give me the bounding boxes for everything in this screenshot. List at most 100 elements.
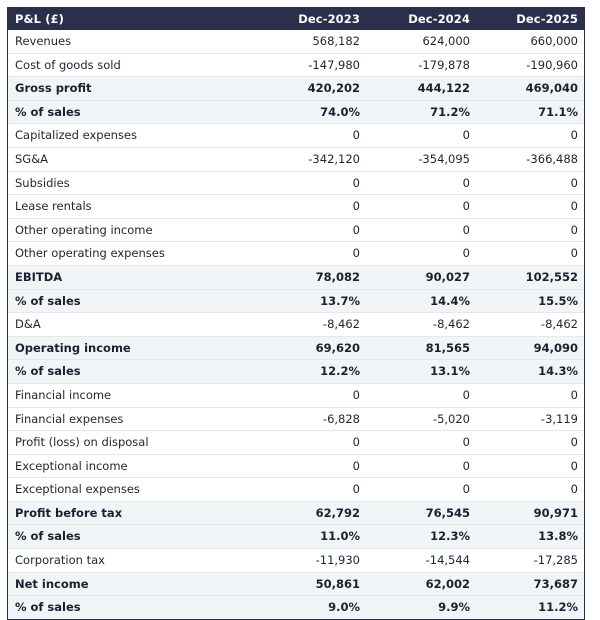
cell-y2025: -366,488 xyxy=(476,147,584,172)
cell-y2024: -8,462 xyxy=(366,312,476,337)
table-row: Cost of goods sold -147,980 -179,878 -190,9… xyxy=(8,53,584,78)
table-row: Other operating income 0 0 0 xyxy=(8,218,584,243)
table-row: Exceptional income 0 0 0 xyxy=(8,454,584,479)
cell-y2024: 81,565 xyxy=(366,336,476,361)
cell-y2024: 0 xyxy=(366,218,476,243)
cell-y2025: 90,971 xyxy=(476,501,584,526)
column-header-dec-2025: Dec-2025 xyxy=(476,8,584,30)
table-row: SG&A -342,120 -354,095 -366,488 xyxy=(8,147,584,172)
cell-y2024: 9.9% xyxy=(438,600,470,615)
cell-y2024: 90,027 xyxy=(366,265,476,290)
cell-y2023: 568,182 xyxy=(254,30,366,54)
row-label: Subsidies xyxy=(8,171,254,196)
cell-y2025: 469,040 xyxy=(476,76,584,101)
row-label: EBITDA xyxy=(8,265,254,290)
table-header-row: P&L (£) Dec-2023 Dec-2024 Dec-2025 xyxy=(8,8,584,30)
table-row: Other operating expenses 0 0 0 xyxy=(8,241,584,266)
row-label: % of sales xyxy=(8,524,254,550)
cell-y2024: 0 xyxy=(366,454,476,479)
column-header-dec-2024: Dec-2024 xyxy=(366,8,476,30)
column-header-dec-2023: Dec-2023 xyxy=(254,8,366,30)
table-body: Revenues 568,182 624,000 660,000 Cost of goo… xyxy=(8,30,584,619)
cell-y2023: 11.0% xyxy=(254,524,366,550)
profit-and-loss-table: P&L (£) Dec-2023 Dec-2024 Dec-2025 Reven… xyxy=(8,8,584,619)
row-label: Financial income xyxy=(8,383,254,408)
table-row: D&A -8,462 -8,462 -8,462 xyxy=(8,312,584,337)
table-row: % of sales 12.2% 13.1% 14.3% xyxy=(8,359,584,384)
cell-y2024: 0 xyxy=(366,123,476,148)
table-row: Financial expenses -6,828 -5,020 -3,119 xyxy=(8,407,584,432)
cell-y2025: 73,687 xyxy=(476,572,584,597)
cell-y2023: 0 xyxy=(254,194,366,219)
cell-y2025: -3,119 xyxy=(476,407,584,432)
cell-y2024: 0 xyxy=(366,241,476,266)
cell-y2023: 0 xyxy=(254,123,366,148)
row-label: Profit (loss) on disposal xyxy=(8,430,254,455)
cell-y2023: 0 xyxy=(254,171,366,196)
table-header: P&L (£) Dec-2023 Dec-2024 Dec-2025 xyxy=(8,8,584,30)
cell-y2025: -8,462 xyxy=(476,312,584,337)
cell-y2024: -5,020 xyxy=(366,407,476,432)
table-row: Subsidies 0 0 0 xyxy=(8,171,584,196)
table-row: Profit (loss) on disposal 0 0 0 xyxy=(8,430,584,455)
cell-y2025: 660,000 xyxy=(476,30,584,54)
cell-y2025: 0 xyxy=(476,477,584,502)
row-label: Capitalized expenses xyxy=(8,123,254,148)
cell-y2023: 9.0% xyxy=(328,600,360,615)
table-row: Lease rentals 0 0 0 xyxy=(8,194,584,219)
cell-y2025: 0 xyxy=(476,454,584,479)
cell-y2023: 50,861 xyxy=(254,572,366,597)
cell-y2025: 0 xyxy=(476,194,584,219)
row-label: Corporation tax xyxy=(8,548,254,573)
table-row: Capitalized expenses 0 0 0 xyxy=(8,123,584,148)
cell-y2025: 0 xyxy=(476,383,584,408)
row-label: Revenues xyxy=(8,30,254,54)
row-label: Financial expenses xyxy=(8,407,254,432)
cell-y2024: 0 xyxy=(366,383,476,408)
cell-y2025: 0 xyxy=(476,218,584,243)
row-label: Cost of goods sold xyxy=(8,53,254,78)
cell-y2024: 0 xyxy=(366,171,476,196)
cell-y2024: -354,095 xyxy=(366,147,476,172)
row-label: SG&A xyxy=(8,147,254,172)
cell-y2023: 0 xyxy=(254,218,366,243)
table-row: Operating income 69,620 81,565 94,090 xyxy=(8,336,584,361)
profit-and-loss-table-container: P&L (£) Dec-2023 Dec-2024 Dec-2025 Reven… xyxy=(7,7,585,620)
cell-y2023: 0 xyxy=(254,477,366,502)
cell-y2024: -14,544 xyxy=(366,548,476,573)
cell-y2023: 420,202 xyxy=(254,76,366,101)
row-label: Other operating expenses xyxy=(8,241,254,266)
cell-y2023: 0 xyxy=(254,241,366,266)
cell-y2025: -17,285 xyxy=(476,548,584,573)
table-row: % of sales 13.7% 14.4% 15.5% xyxy=(8,289,584,314)
row-label: % of sales xyxy=(8,359,254,384)
cell-y2024: 14.4% xyxy=(366,289,476,314)
cell-y2023: 12.2% xyxy=(254,359,366,384)
cell-y2025: 71.1% xyxy=(476,100,584,125)
cell-y2024: 12.3% xyxy=(366,524,476,550)
cell-y2025: 0 xyxy=(476,430,584,455)
table-row: Exceptional expenses 0 0 0 xyxy=(8,477,584,502)
cell-y2024: 444,122 xyxy=(366,76,476,101)
row-label: Exceptional expenses xyxy=(8,477,254,502)
cell-y2024: 13.1% xyxy=(366,359,476,384)
cell-y2025: 15.5% xyxy=(476,289,584,314)
row-label: Operating income xyxy=(8,336,254,361)
table-row: Revenues 568,182 624,000 660,000 xyxy=(8,30,584,54)
cell-y2023: -11,930 xyxy=(254,548,366,573)
table-row: % of sales 11.0% 12.3% 13.8% xyxy=(8,524,584,550)
cell-y2023: 13.7% xyxy=(254,289,366,314)
cell-y2025: 11.2% xyxy=(538,600,578,615)
cell-y2023: -342,120 xyxy=(254,147,366,172)
cell-y2024: 624,000 xyxy=(366,30,476,54)
cell-y2023: 74.0% xyxy=(254,100,366,125)
cell-y2024: 71.2% xyxy=(366,100,476,125)
cell-y2025: 13.8% xyxy=(476,524,584,550)
row-label: D&A xyxy=(8,312,254,337)
cell-y2023: -6,828 xyxy=(254,407,366,432)
row-label: % of sales xyxy=(8,289,254,314)
row-label: Exceptional income xyxy=(8,454,254,479)
cell-y2024: 76,545 xyxy=(366,501,476,526)
row-label: % of sales xyxy=(8,100,254,125)
table-row: Gross profit 420,202 444,122 469,040 xyxy=(8,76,584,101)
